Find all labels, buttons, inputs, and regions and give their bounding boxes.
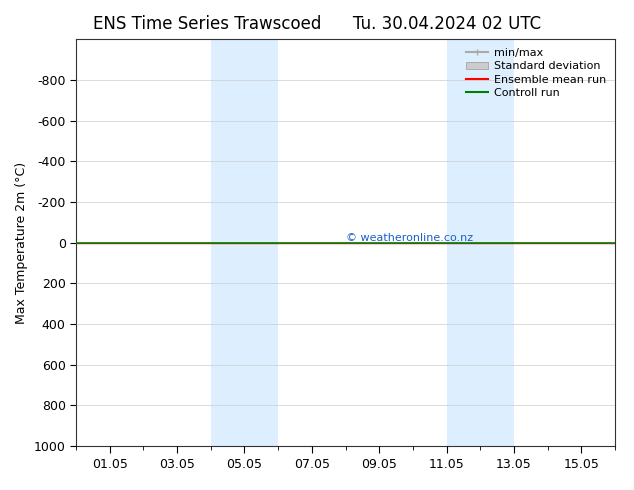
Legend: min/max, Standard deviation, Ensemble mean run, Controll run: min/max, Standard deviation, Ensemble me… (463, 45, 609, 101)
Bar (210, 39, 278, 446)
Y-axis label: Max Temperature 2m (°C): Max Temperature 2m (°C) (15, 162, 29, 323)
Bar (446, 39, 514, 446)
Text: ENS Time Series Trawscoed      Tu. 30.04.2024 02 UTC: ENS Time Series Trawscoed Tu. 30.04.2024… (93, 15, 541, 33)
Text: © weatheronline.co.nz: © weatheronline.co.nz (346, 233, 473, 243)
